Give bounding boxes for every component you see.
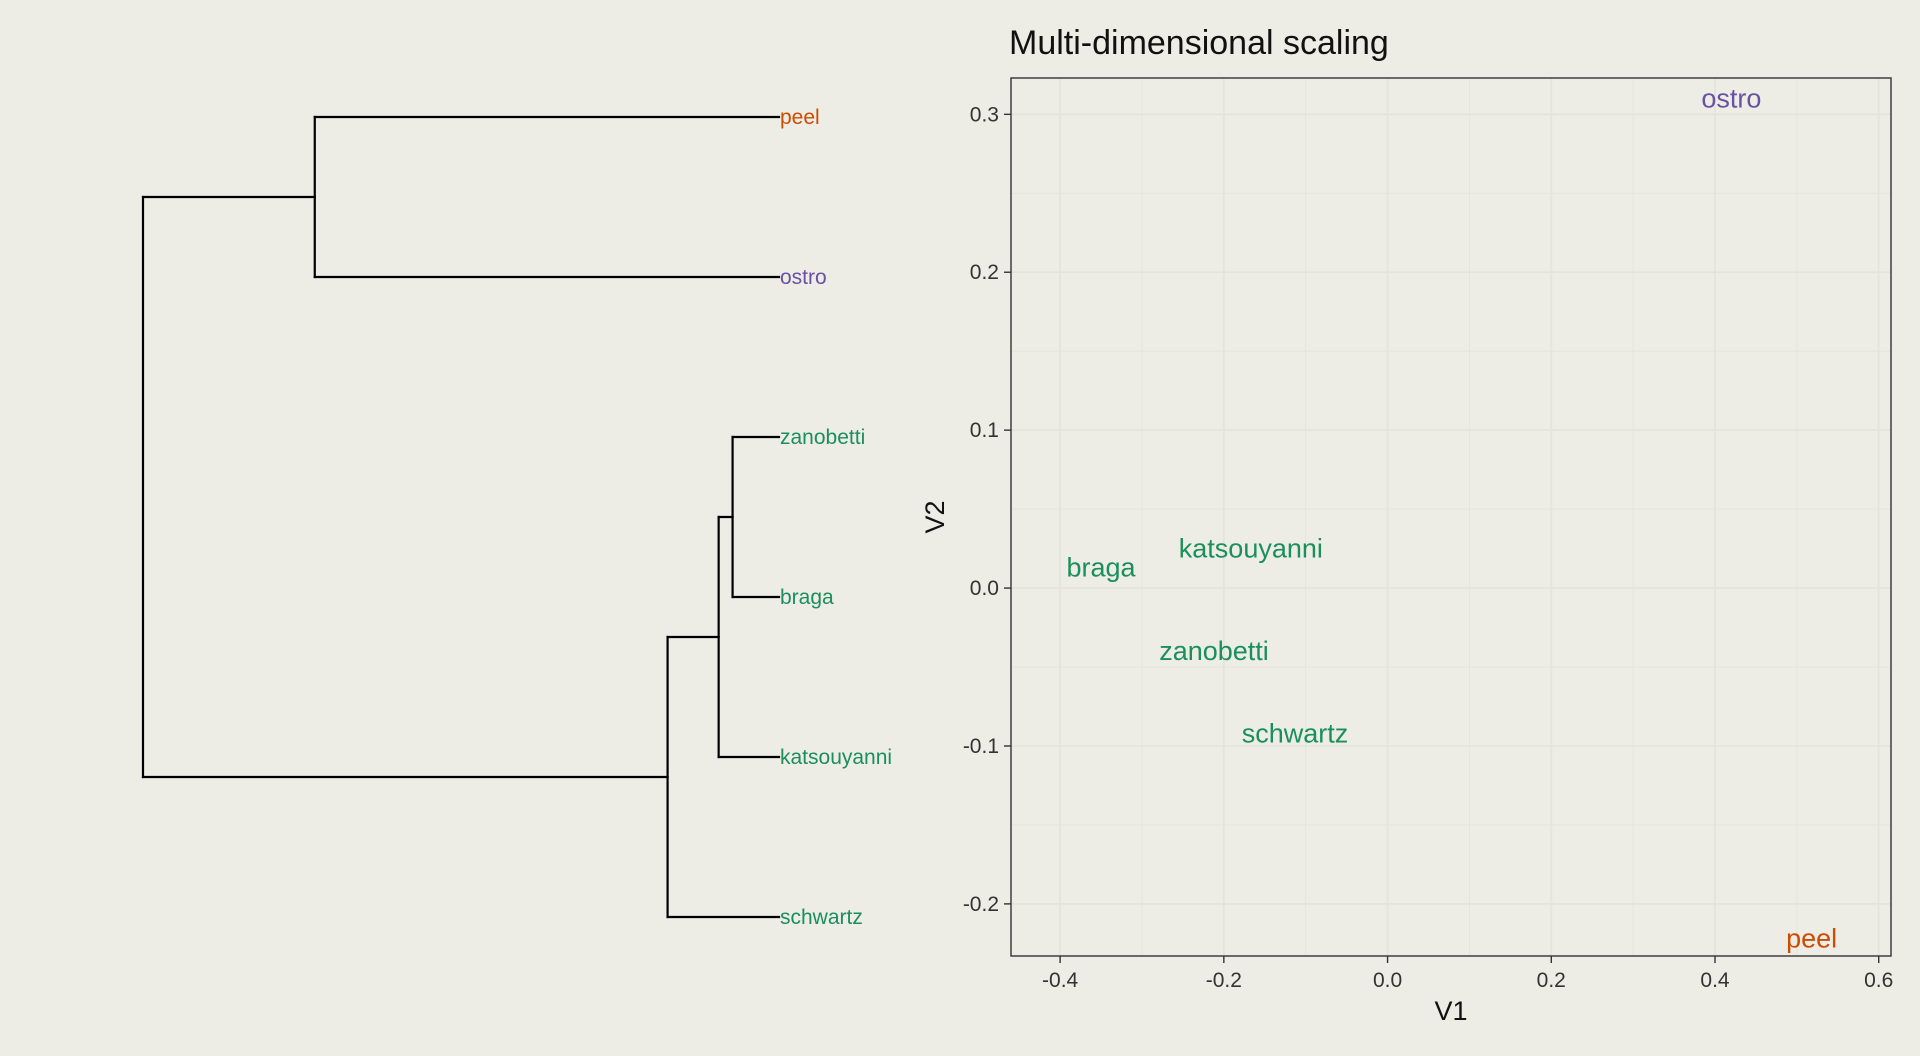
y-tick-label: 0.3 (970, 103, 999, 126)
chart-title: Multi-dimensional scaling (1009, 24, 1389, 62)
plot-panel-border (1010, 77, 1892, 957)
leaf-label-katsouyanni: katsouyanni (780, 746, 892, 769)
point-label-peel: peel (1786, 924, 1837, 954)
y-tick-label: 0.2 (970, 261, 999, 284)
x-tick-label: 0.6 (1864, 969, 1893, 992)
point-label-braga: braga (1067, 553, 1137, 583)
x-axis-title: V1 (1434, 996, 1467, 1026)
x-tick-label: 0.0 (1373, 969, 1402, 992)
x-tick-label: 0.4 (1700, 969, 1730, 992)
x-axis: -0.4 -0.2 0.0 0.2 0.4 0.6 (1042, 956, 1893, 992)
point-label-schwartz: schwartz (1242, 718, 1349, 748)
y-axis: -0.2 -0.1 0.0 0.1 0.2 0.3 (963, 103, 1011, 916)
leaf-label-braga: braga (780, 586, 834, 609)
point-label-katsouyanni: katsouyanni (1179, 534, 1323, 564)
y-axis-title: V2 (920, 500, 950, 533)
leaf-label-peel: peel (780, 106, 820, 129)
mds-scatter-plot: Multi-dimensional scaling -0.4 -0.2 0.0 0.2… (920, 24, 1893, 1026)
y-tick-label: 0.1 (970, 419, 999, 442)
plot-grid (1011, 78, 1891, 956)
leaf-label-zanobetti: zanobetti (780, 426, 865, 449)
point-labels: ostro braga katsouyanni zanobetti schwartz pe… (1067, 84, 1838, 954)
x-tick-label: -0.4 (1042, 969, 1079, 992)
y-tick-label: -0.1 (963, 735, 999, 758)
y-tick-label: -0.2 (963, 893, 999, 916)
point-label-ostro: ostro (1701, 84, 1761, 114)
leaf-label-schwartz: schwartz (780, 906, 863, 929)
x-tick-label: -0.2 (1206, 969, 1242, 992)
x-tick-label: 0.2 (1537, 969, 1566, 992)
point-label-zanobetti: zanobetti (1159, 636, 1269, 666)
y-tick-label: 0.0 (970, 577, 999, 600)
leaf-label-ostro: ostro (780, 266, 827, 289)
dendrogram: peel ostro zanobetti braga katsouyanni schwar… (141, 106, 892, 929)
